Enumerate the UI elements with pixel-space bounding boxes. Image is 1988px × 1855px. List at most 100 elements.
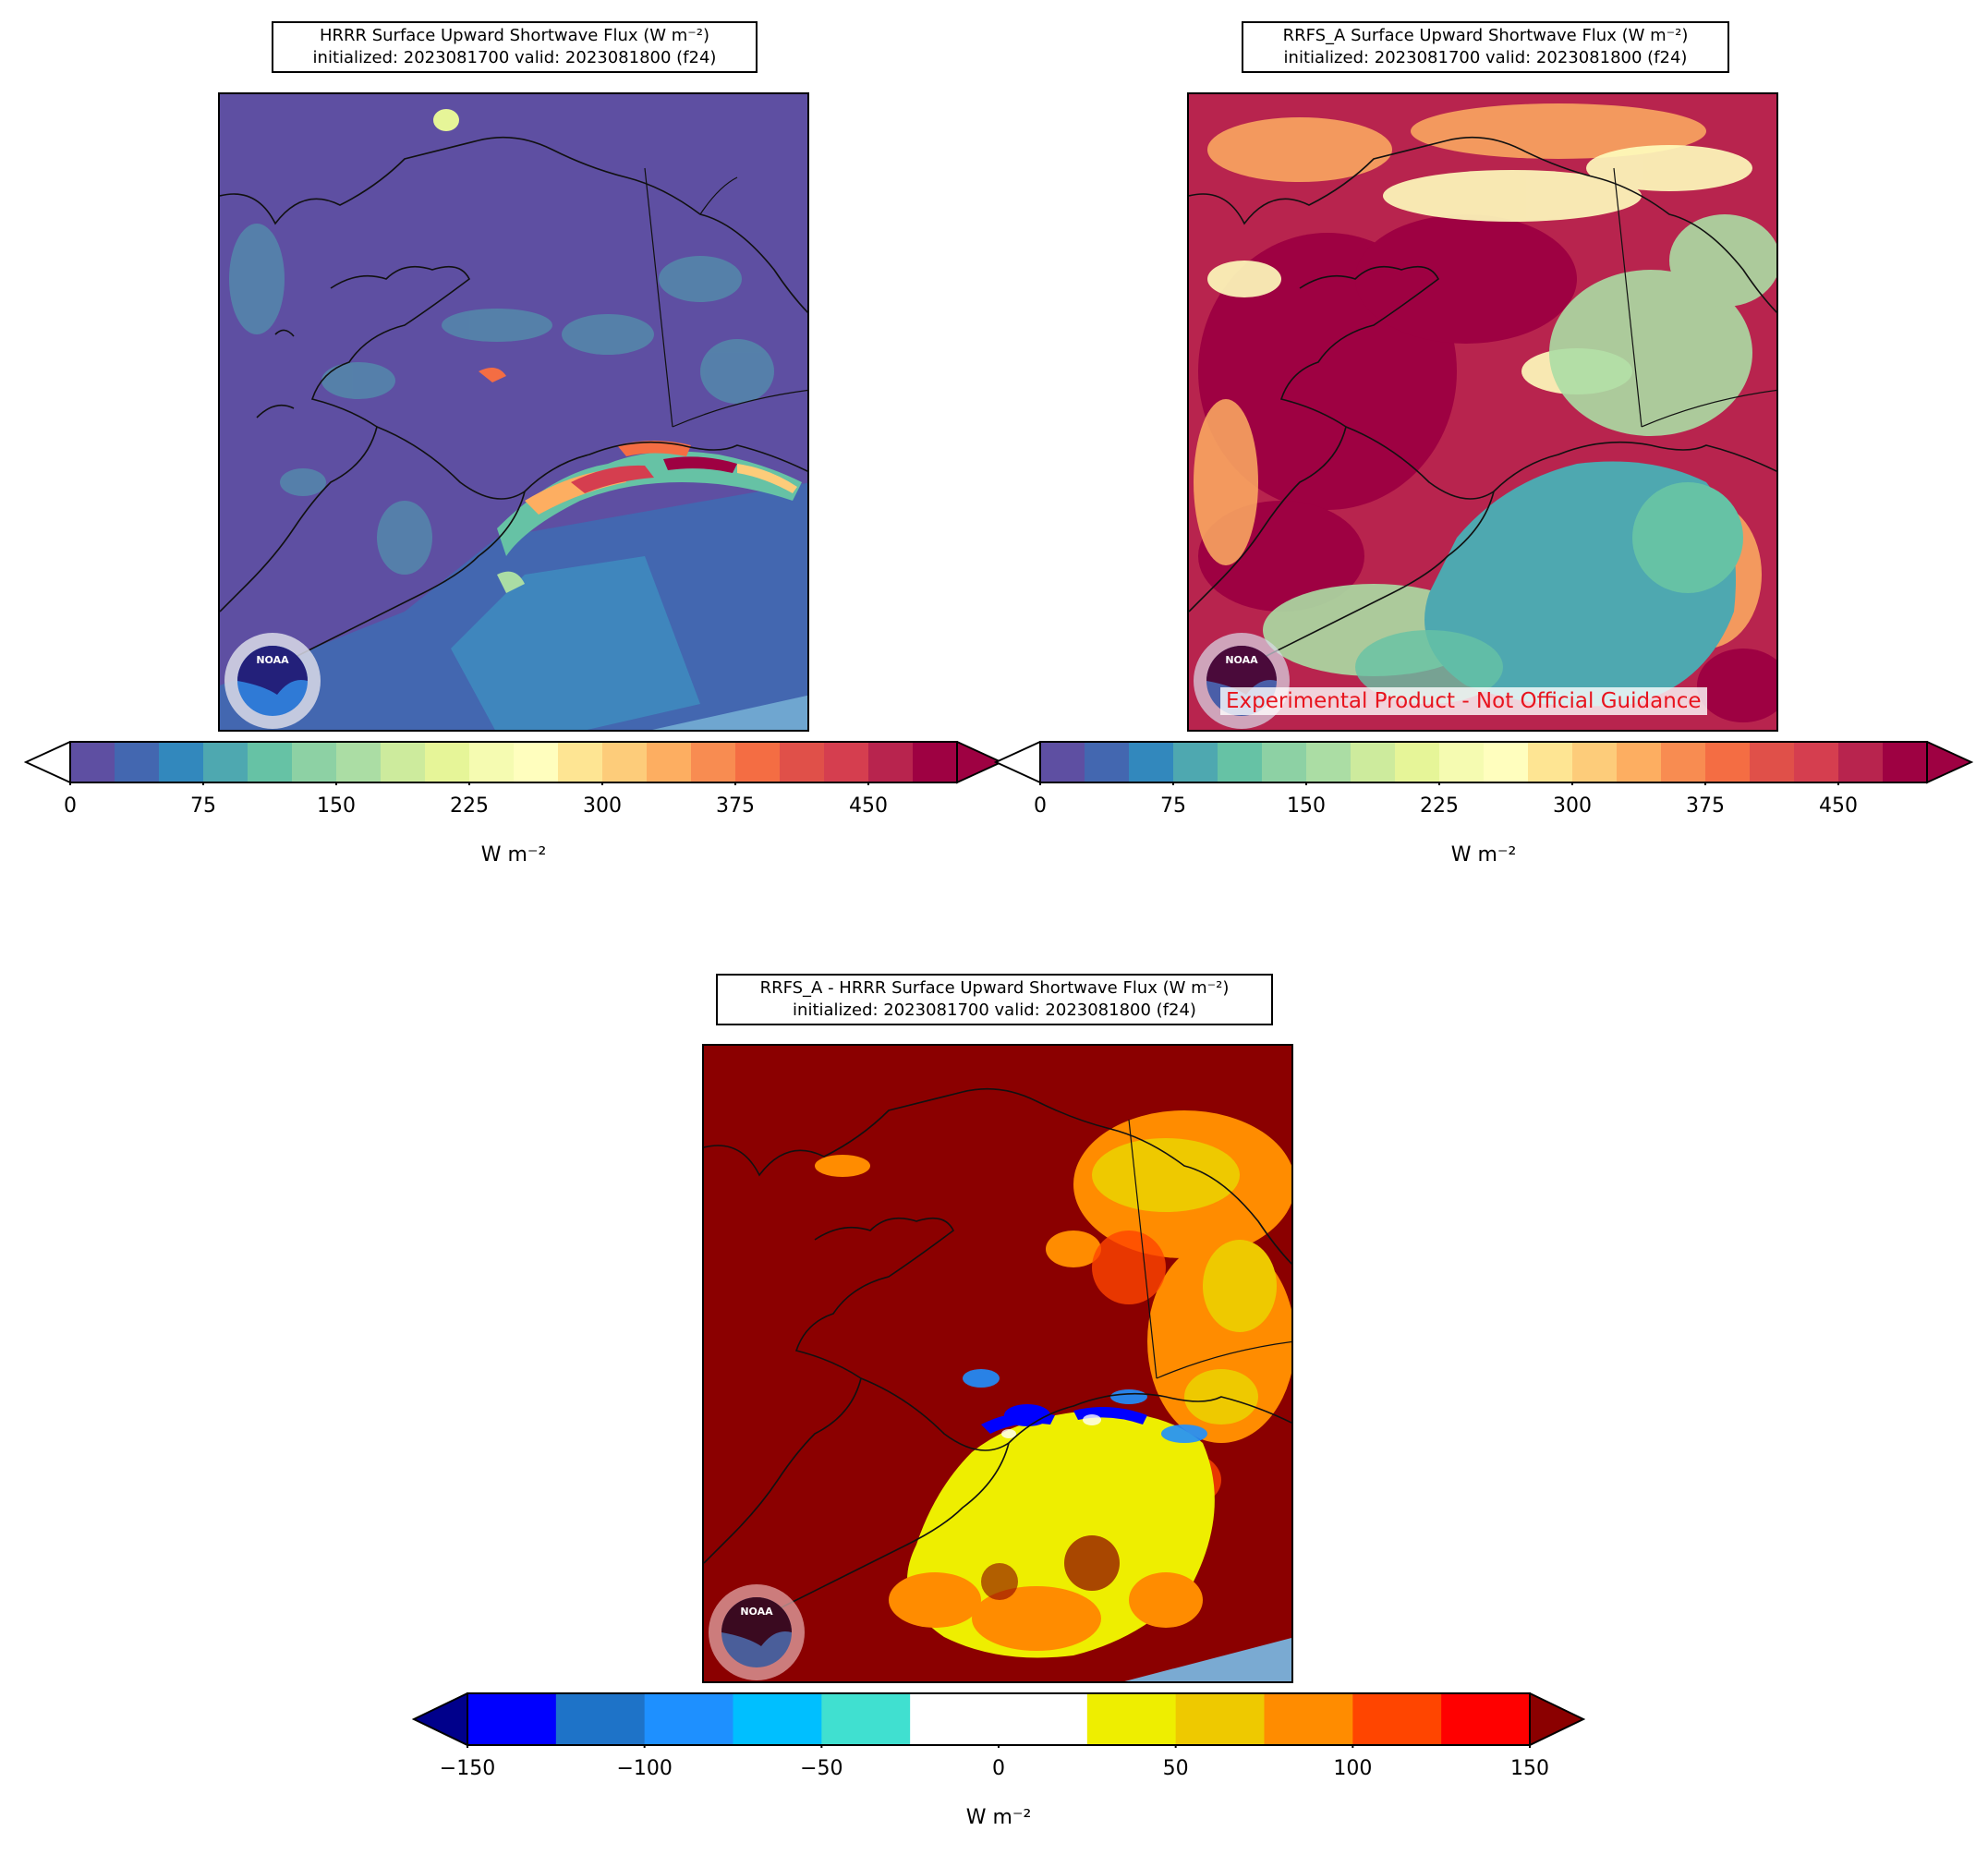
colorbar-segment [203, 742, 248, 782]
colorbar-segment [1352, 1693, 1442, 1745]
colorbar-min-extend [994, 741, 1041, 784]
colorbar-tick-label: 75 [190, 794, 216, 818]
colorbar-tick-label: 450 [849, 794, 888, 818]
colorbar-segment [602, 742, 648, 782]
colorbar-segment [733, 1693, 822, 1745]
colorbar-segment [336, 742, 382, 782]
colorbar-segment [1218, 742, 1263, 782]
colorbar-segment [735, 742, 781, 782]
colorbar-segment [555, 1693, 646, 1745]
colorbar-tick-label: 100 [1333, 1757, 1373, 1780]
rrfs-colorbar-unit: W m⁻² [1450, 843, 1517, 867]
colorbar-outline [1039, 741, 1928, 783]
colorbar-segment [1528, 742, 1573, 782]
hrrr-panel-title: HRRR Surface Upward Shortwave Flux (W m⁻… [272, 21, 758, 73]
colorbar-segment [647, 742, 692, 782]
colorbar-segment [1484, 742, 1529, 782]
diff-title-line1: RRFS_A - HRRR Surface Upward Shortwave F… [759, 978, 1230, 998]
colorbar-tick-label: 300 [1553, 794, 1592, 818]
colorbar-segment [1838, 742, 1884, 782]
colorbar-segment [1129, 742, 1174, 782]
colorbar-segment [1306, 742, 1352, 782]
hrrr-colorbar [24, 741, 1003, 785]
colorbar-segment [292, 742, 337, 782]
colorbar-segment [1439, 742, 1485, 782]
colorbar-segment [1883, 742, 1928, 782]
colorbar-segment [1351, 742, 1396, 782]
colorbar-segment [1794, 742, 1839, 782]
colorbar-segment [1750, 742, 1795, 782]
experimental-watermark: Experimental Product - Not Official Guid… [1220, 687, 1707, 715]
colorbar-segment [1705, 742, 1751, 782]
colorbar-segment [514, 742, 559, 782]
hrrr-map: NOAA [218, 92, 809, 732]
colorbar-segment [824, 742, 869, 782]
hrrr-colorbar-unit: W m⁻² [480, 843, 547, 867]
diff-title-line2: initialized: 2023081700 valid: 202308180… [793, 1000, 1196, 1020]
colorbar-tick-label: 0 [992, 1757, 1005, 1780]
colorbar-tick-label: −150 [439, 1757, 496, 1780]
colorbar-tick-label: −100 [616, 1757, 673, 1780]
svg-text:NOAA: NOAA [1225, 654, 1258, 666]
colorbar-segment [115, 742, 160, 782]
diff-panel-title: RRFS_A - HRRR Surface Upward Shortwave F… [716, 974, 1273, 1025]
colorbar-tick-label: 150 [317, 794, 356, 818]
colorbar-tick-label: 150 [1510, 1757, 1549, 1780]
colorbar-max-extend [1926, 741, 1973, 784]
colorbar-segment [1661, 742, 1706, 782]
colorbar-tick-label: 300 [583, 794, 622, 818]
colorbar-segment [1264, 1693, 1353, 1745]
colorbar-max-extend [1529, 1692, 1585, 1747]
colorbar-segment [1572, 742, 1618, 782]
colorbar-tick-label: 0 [1034, 794, 1047, 818]
colorbar-min-extend [24, 741, 71, 784]
colorbar-segment [1175, 1693, 1265, 1745]
colorbar-segment [558, 742, 603, 782]
colorbar-segment [248, 742, 293, 782]
colorbar-segment [691, 742, 736, 782]
colorbar-segment [913, 742, 958, 782]
colorbar-segment [467, 1693, 557, 1745]
rrfs-map: NOAA Experimental Product - Not Official… [1187, 92, 1778, 732]
rrfs-colorbar [994, 741, 1973, 785]
colorbar-segment [1441, 1693, 1531, 1745]
colorbar-tick-label: 375 [716, 794, 755, 818]
colorbar-min-extend [412, 1692, 468, 1747]
colorbar-tick-label: 150 [1287, 794, 1326, 818]
diff-map-graphic [704, 1046, 1291, 1681]
diff-map: NOAA [702, 1044, 1293, 1683]
colorbar-segment [1617, 742, 1662, 782]
colorbar-segment [868, 742, 914, 782]
hrrr-map-graphic [220, 94, 807, 730]
colorbar-segment [999, 1693, 1088, 1745]
diff-colorbar [412, 1692, 1585, 1748]
hrrr-title-line2: initialized: 2023081700 valid: 202308180… [312, 48, 717, 67]
colorbar-segment [159, 742, 204, 782]
colorbar-segment [1040, 742, 1085, 782]
rrfs-panel-title: RRFS_A Surface Upward Shortwave Flux (W … [1242, 21, 1729, 73]
rrfs-title-line2: initialized: 2023081700 valid: 202308180… [1283, 48, 1688, 67]
colorbar-tick-label: 50 [1162, 1757, 1189, 1780]
rrfs-map-graphic [1189, 94, 1776, 730]
colorbar-tick-label: 75 [1160, 794, 1186, 818]
colorbar-segment [780, 742, 825, 782]
colorbar-segment [469, 742, 515, 782]
colorbar-segment [1086, 1693, 1177, 1745]
rrfs-title-line1: RRFS_A Surface Upward Shortwave Flux (W … [1282, 26, 1689, 45]
colorbar-tick-label: 375 [1686, 794, 1725, 818]
colorbar-tick-label: 0 [64, 794, 77, 818]
noaa-logo-hrrr: NOAA [224, 633, 321, 729]
colorbar-outline [69, 741, 958, 783]
colorbar-segment [910, 1693, 1000, 1745]
colorbar-segment [425, 742, 470, 782]
colorbar-tick-label: 225 [450, 794, 489, 818]
colorbar-tick-label: 225 [1420, 794, 1459, 818]
noaa-logo-diff: NOAA [709, 1584, 805, 1680]
colorbar-segment [644, 1693, 733, 1745]
colorbar-segment [821, 1693, 911, 1745]
colorbar-segment [381, 742, 426, 782]
colorbar-tick-label: 450 [1819, 794, 1858, 818]
diff-colorbar-unit: W m⁻² [965, 1806, 1032, 1829]
hrrr-title-line1: HRRR Surface Upward Shortwave Flux (W m⁻… [319, 26, 710, 45]
noaa-logo-rrfs: NOAA [1194, 633, 1290, 729]
